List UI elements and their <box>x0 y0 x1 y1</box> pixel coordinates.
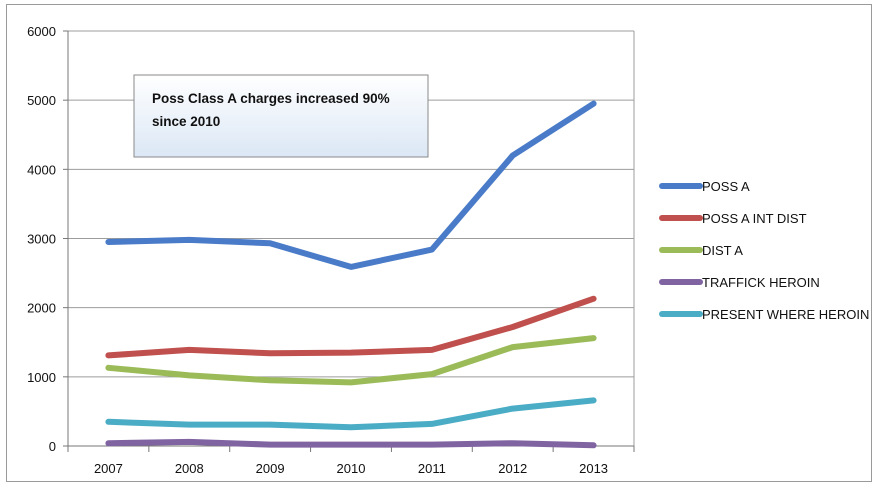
series-lines <box>105 100 597 449</box>
legend: POSS A POSS A INT DIST DIST A TRAFFICK HERO… <box>659 179 869 322</box>
x-tick-label: 2012 <box>498 461 527 476</box>
legend-label: PRESENT WHERE HEROIN <box>702 307 869 322</box>
legend-label: POSS A <box>702 179 750 194</box>
series-line-present-where-heroin <box>105 397 597 431</box>
y-tick-label: 4000 <box>27 162 56 177</box>
annotation-box: Poss Class A charges increased 90% since… <box>133 74 429 158</box>
y-tick-label: 1000 <box>27 370 56 385</box>
annotation-line-1: Poss Class A charges increased 90% <box>152 91 390 106</box>
y-tick-label: 6000 <box>27 24 56 39</box>
series-line-dist-a <box>105 335 597 386</box>
series-line-poss-a-int-dist <box>105 295 597 359</box>
series-line-poss-a <box>105 100 597 270</box>
x-tick-label: 2008 <box>175 461 204 476</box>
x-tick-label: 2013 <box>579 461 608 476</box>
annotation-line-2: since 2010 <box>152 114 220 129</box>
series-line-traffick-heroin <box>105 438 597 449</box>
y-tick-label: 5000 <box>27 93 56 108</box>
x-tick-label: 2009 <box>256 461 285 476</box>
y-tick-label: 3000 <box>27 232 56 247</box>
x-tick-label: 2010 <box>337 461 366 476</box>
y-tick-label: 0 <box>49 439 56 454</box>
annotation-background <box>133 74 429 158</box>
legend-label: POSS A INT DIST <box>702 211 807 226</box>
legend-label: DIST A <box>702 243 743 258</box>
legend-label: TRAFFICK HEROIN <box>702 275 820 290</box>
y-tick-label: 2000 <box>27 301 56 316</box>
x-tick-label: 2011 <box>418 461 446 476</box>
x-tick-label: 2007 <box>94 461 123 476</box>
